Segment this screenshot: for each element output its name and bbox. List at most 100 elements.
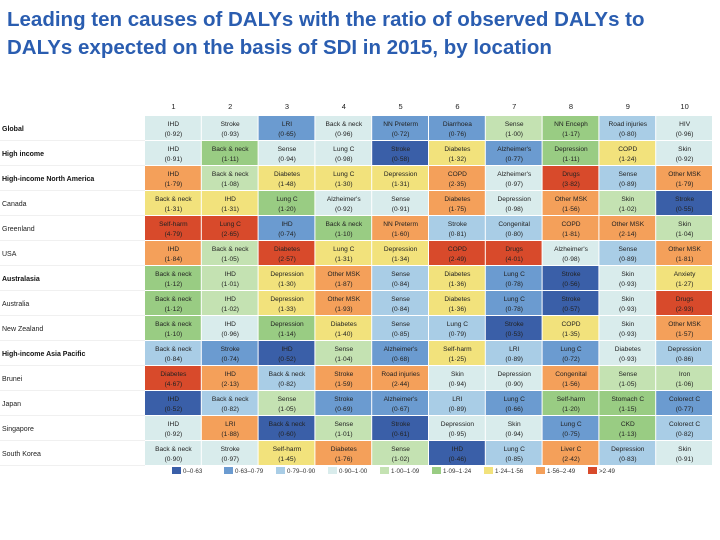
legend-label: 0·79–0·90 <box>287 468 316 475</box>
heatmap-cell <box>315 441 372 465</box>
cell-ratio: (0·82) <box>278 381 296 388</box>
cell-cause: Sense <box>505 121 524 128</box>
cell-cause: Sense <box>618 371 637 378</box>
heatmap-cell <box>485 166 542 190</box>
cell-ratio: (1·20) <box>562 406 580 413</box>
heatmap-cell <box>145 291 201 315</box>
heatmap-cell <box>258 141 315 165</box>
cell-cause: Sense <box>278 396 297 403</box>
heatmap-cell <box>258 266 315 290</box>
heatmap-cell <box>429 441 485 465</box>
heatmap-cell <box>201 141 258 165</box>
column-header: 4 <box>342 102 346 111</box>
cell-ratio: (1·88) <box>221 431 239 438</box>
cell-cause: Back & neck <box>325 121 362 128</box>
cell-cause: IHD <box>225 196 237 203</box>
cell-cause: LRI <box>225 421 235 428</box>
cell-ratio: (2·49) <box>449 256 467 263</box>
cell-ratio: (0·97) <box>505 181 523 188</box>
heatmap-cell <box>429 416 485 440</box>
heatmap-cell <box>656 166 712 190</box>
cell-ratio: (0·65) <box>278 131 296 138</box>
heatmap-cell <box>542 191 599 215</box>
heatmap-cell <box>258 441 315 465</box>
cell-ratio: (0·58) <box>392 156 410 163</box>
heatmap-cell <box>542 166 599 190</box>
heatmap-cell <box>429 316 485 340</box>
cell-cause: Stroke <box>675 196 694 203</box>
heatmap-cell <box>485 341 542 365</box>
cell-cause: Stroke <box>221 121 240 128</box>
cell-cause: Self-harm <box>557 396 586 403</box>
cell-cause: Congenital <box>498 221 530 228</box>
cell-cause: Sense <box>391 196 410 203</box>
cell-ratio: (1·87) <box>335 281 353 288</box>
cell-ratio: (0·93) <box>221 131 239 138</box>
cell-cause: Other MSK <box>668 246 701 253</box>
legend-label: >2·49 <box>599 468 616 475</box>
cell-ratio: (4·01) <box>505 256 523 263</box>
heatmap-cell <box>372 116 428 140</box>
heatmap-cell <box>542 141 599 165</box>
cell-ratio: (2·13) <box>221 381 239 388</box>
legend-swatch <box>380 467 389 474</box>
cell-ratio: (0·96) <box>221 331 239 338</box>
cell-ratio: (1·36) <box>449 306 467 313</box>
column-header: 8 <box>569 102 573 111</box>
cell-ratio: (0·46) <box>449 456 467 463</box>
cell-ratio: (0·66) <box>505 406 523 413</box>
cell-ratio: (0·93) <box>619 306 637 313</box>
row-label: New Zealand <box>2 326 43 333</box>
heatmap-cell <box>258 341 315 365</box>
row-label: High-income Asia Pacific <box>2 351 85 358</box>
cell-ratio: (0·92) <box>676 156 694 163</box>
cell-ratio: (0·57) <box>562 306 580 313</box>
cell-cause: Other MSK <box>327 296 360 303</box>
cell-cause: Diabetes <box>274 246 301 253</box>
cell-cause: Sense <box>334 421 353 428</box>
cell-cause: Skin <box>451 371 464 378</box>
legend-label: 0·63–0·79 <box>235 468 264 475</box>
cell-cause: Alzheimer's <box>497 146 532 153</box>
cell-cause: Diabetes <box>444 146 471 153</box>
heatmap-cell <box>599 141 656 165</box>
heatmap-cell <box>145 116 201 140</box>
heatmap-cell <box>315 266 372 290</box>
heatmap-cell <box>258 391 315 415</box>
cell-ratio: (1·57) <box>676 331 694 338</box>
cell-ratio: (0·72) <box>392 131 410 138</box>
heatmap-cell <box>599 391 656 415</box>
heatmap-cell <box>599 366 656 390</box>
cell-ratio: (0·93) <box>619 331 637 338</box>
cell-cause: Skin <box>621 321 634 328</box>
cell-ratio: (1·31) <box>165 206 183 213</box>
heatmap-cell <box>372 341 428 365</box>
heatmap-cell <box>201 441 258 465</box>
cell-ratio: (1·05) <box>278 406 296 413</box>
cell-cause: Diarrhoea <box>443 121 472 128</box>
heatmap-cell <box>599 116 656 140</box>
row-label: Japan <box>2 401 21 408</box>
heatmap-cell <box>485 366 542 390</box>
cell-cause: Lung C <box>333 171 355 178</box>
heatmap-cell <box>315 366 372 390</box>
heatmap-cell <box>201 266 258 290</box>
cell-ratio: (0·84) <box>392 281 410 288</box>
cell-ratio: (0·96) <box>335 131 353 138</box>
heatmap-cell <box>656 391 712 415</box>
cell-cause: IHD <box>168 146 180 153</box>
heatmap-cell <box>145 191 201 215</box>
cell-cause: Skin <box>621 296 634 303</box>
heatmap-cell <box>542 391 599 415</box>
cell-cause: Drugs <box>505 246 523 253</box>
heatmap-chart: 1 2 3 4 5 6 7 8 9 10 Global IHD (0·92) Stroke (0·93) LR… <box>0 102 712 475</box>
heatmap-cell <box>485 316 542 340</box>
heatmap-cell <box>201 216 258 240</box>
heatmap-cell <box>258 366 315 390</box>
heatmap-cell <box>656 266 712 290</box>
cell-cause: Lung C <box>220 221 242 228</box>
cell-cause: Sense <box>391 446 410 453</box>
cell-ratio: (1·33) <box>278 306 296 313</box>
cell-ratio: (1·45) <box>278 456 296 463</box>
cell-cause: Depression <box>554 146 588 153</box>
